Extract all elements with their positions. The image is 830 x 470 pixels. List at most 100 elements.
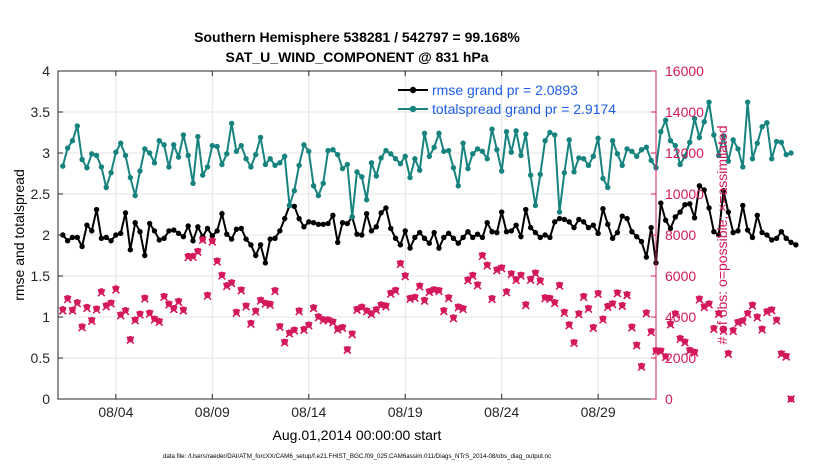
obs-assimilated-point	[435, 287, 443, 296]
obs-assimilated-point	[613, 289, 622, 298]
data-point-series-0	[228, 236, 235, 242]
data-point-series-0	[552, 219, 558, 225]
data-point-series-0	[325, 220, 331, 227]
obs-assimilated-point	[155, 318, 164, 327]
data-point-series-1	[171, 142, 177, 148]
obs-assimilated-point	[271, 287, 279, 296]
data-point-series-0	[571, 224, 577, 231]
legend: rmse grand pr = 2.0893 totalspread grand …	[398, 82, 616, 117]
data-point-series-0	[431, 229, 437, 236]
data-point-series-1	[590, 153, 597, 159]
data-point-series-1	[754, 140, 760, 146]
obs-possible-point	[98, 288, 105, 295]
data-point-series-1	[643, 144, 650, 150]
obs-possible-point	[503, 288, 510, 295]
obs-assimilated-point	[497, 264, 506, 273]
data-point-series-1	[667, 138, 674, 144]
data-point-series-0	[98, 235, 105, 241]
data-point-series-1	[117, 140, 124, 146]
obs-assimilated-point	[425, 288, 434, 297]
obs-possible-point	[455, 303, 462, 310]
obs-possible-point	[469, 271, 476, 279]
data-point-series-1	[421, 130, 428, 137]
data-point-series-1	[69, 138, 76, 144]
obs-possible-point	[276, 322, 284, 330]
obs-possible-point	[411, 293, 419, 301]
data-point-series-1	[412, 156, 418, 162]
data-point-series-1	[735, 146, 741, 152]
obs-possible-point	[300, 325, 308, 333]
data-point-series-0	[233, 226, 240, 232]
data-point-series-0	[609, 235, 616, 241]
data-point-series-1	[392, 156, 399, 162]
data-point-series-0	[455, 240, 461, 246]
data-point-series-1	[253, 151, 259, 158]
obs-possible-point	[112, 285, 120, 292]
data-point-series-0	[277, 228, 283, 234]
data-point-series-1	[286, 202, 293, 209]
data-point-series-0	[161, 235, 167, 241]
data-point-series-1	[335, 151, 341, 158]
obs-possible-point	[397, 259, 404, 267]
data-point-series-0	[402, 228, 408, 234]
data-point-series-1	[580, 156, 587, 162]
obs-possible-point	[647, 327, 655, 335]
y-tick-label-right: 4000	[665, 309, 696, 325]
data-point-series-0	[691, 215, 698, 221]
data-point-series-0	[146, 220, 153, 227]
data-point-series-0	[445, 230, 452, 237]
y-tick-label-right: 14000	[665, 104, 704, 120]
obs-possible-point	[739, 317, 747, 324]
data-point-series-1	[585, 162, 592, 168]
data-point-series-1	[460, 140, 466, 146]
data-point-series-1	[600, 175, 606, 182]
obs-assimilated-point	[473, 281, 482, 290]
obs-assimilated-point	[565, 321, 574, 330]
data-point-series-1	[238, 142, 244, 149]
data-point-series-1	[542, 138, 548, 144]
data-point-series-0	[465, 229, 471, 235]
obs-possible-point	[170, 304, 177, 312]
data-point-series-1	[219, 161, 225, 168]
data-point-series-1	[711, 132, 717, 138]
obs-assimilated-point	[386, 290, 395, 299]
obs-possible-point	[64, 294, 71, 302]
series-layer	[58, 99, 799, 403]
obs-assimilated-point	[676, 335, 685, 344]
data-point-series-1	[84, 165, 90, 171]
data-point-series-0	[416, 229, 423, 236]
obs-assimilated-point	[381, 302, 390, 311]
data-point-series-1	[195, 133, 201, 140]
obs-possible-point	[402, 272, 409, 279]
data-point-series-1	[465, 165, 471, 172]
y-tick-label-right: 10000	[665, 186, 704, 202]
data-point-series-1	[383, 147, 389, 154]
obs-possible-point	[93, 305, 100, 312]
data-point-series-0	[556, 215, 563, 222]
obs-assimilated-point	[483, 261, 492, 270]
data-point-series-0	[330, 212, 336, 219]
data-point-series-0	[494, 229, 500, 236]
data-point-series-0	[518, 233, 524, 240]
obs-assimilated-point	[410, 294, 419, 303]
obs-possible-point	[594, 289, 602, 297]
data-point-series-0	[190, 238, 196, 244]
data-point-series-1	[749, 156, 756, 162]
obs-assimilated-point	[680, 338, 689, 347]
y-axis-label-left: rmse and totalspread	[11, 169, 27, 301]
obs-possible-point	[710, 324, 718, 332]
data-point-series-1	[436, 130, 442, 137]
data-point-series-1	[349, 214, 355, 220]
obs-assimilated-point	[290, 326, 299, 335]
data-point-series-1	[527, 172, 534, 178]
data-point-series-1	[513, 128, 519, 134]
obs-possible-point	[551, 299, 558, 306]
data-point-series-1	[701, 119, 707, 125]
data-point-series-0	[484, 220, 490, 226]
obs-possible-point	[348, 330, 356, 337]
data-point-series-1	[788, 150, 794, 156]
data-point-series-1	[441, 148, 447, 155]
obs-possible-point	[136, 310, 144, 317]
obs-assimilated-point	[478, 252, 487, 261]
data-point-series-1	[778, 139, 785, 146]
